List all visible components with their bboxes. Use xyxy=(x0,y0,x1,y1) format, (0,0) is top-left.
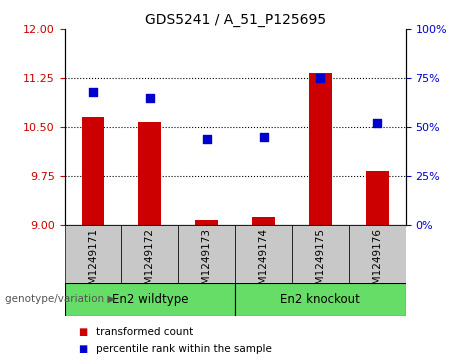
Text: En2 knockout: En2 knockout xyxy=(280,293,361,306)
Text: percentile rank within the sample: percentile rank within the sample xyxy=(96,344,272,354)
Text: GSM1249175: GSM1249175 xyxy=(315,228,325,298)
Text: ■: ■ xyxy=(78,344,88,354)
Bar xyxy=(235,283,406,316)
Point xyxy=(203,136,210,142)
Bar xyxy=(65,225,121,283)
Point xyxy=(146,95,154,101)
Text: transformed count: transformed count xyxy=(96,327,193,337)
Point xyxy=(89,89,97,95)
Bar xyxy=(235,225,292,283)
Bar xyxy=(121,225,178,283)
Bar xyxy=(82,117,104,225)
Point xyxy=(373,120,381,126)
Point xyxy=(260,134,267,140)
Text: GSM1249174: GSM1249174 xyxy=(259,228,269,298)
Text: GSM1249171: GSM1249171 xyxy=(88,228,98,298)
Bar xyxy=(349,225,406,283)
Bar xyxy=(138,122,161,225)
Text: GSM1249176: GSM1249176 xyxy=(372,228,382,298)
Text: ■: ■ xyxy=(78,327,88,337)
Bar xyxy=(252,217,275,225)
Bar xyxy=(195,220,218,225)
Text: genotype/variation ▶: genotype/variation ▶ xyxy=(5,294,115,305)
Bar xyxy=(309,73,332,225)
Bar xyxy=(366,171,389,225)
Text: GSM1249173: GSM1249173 xyxy=(201,228,212,298)
Bar xyxy=(65,283,235,316)
Text: GSM1249172: GSM1249172 xyxy=(145,228,155,298)
Title: GDS5241 / A_51_P125695: GDS5241 / A_51_P125695 xyxy=(145,13,325,26)
Point xyxy=(317,75,324,81)
Bar xyxy=(178,225,235,283)
Text: En2 wildtype: En2 wildtype xyxy=(112,293,188,306)
Bar xyxy=(292,225,349,283)
